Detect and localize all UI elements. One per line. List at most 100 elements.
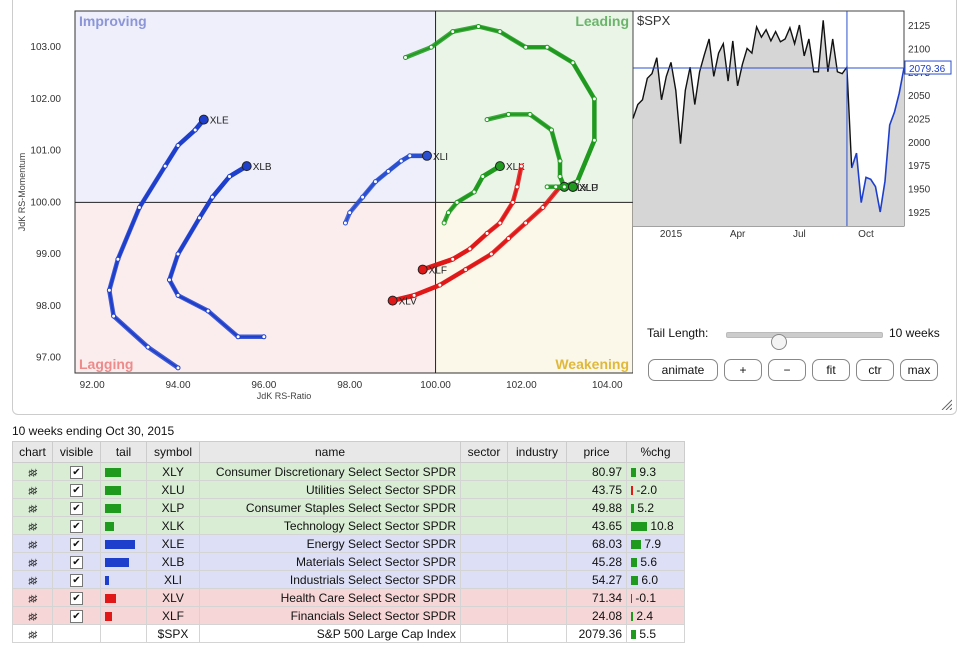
- table-row[interactable]: ♯♯ ✔ XLY Consumer Discretionary Select Sect…: [12, 462, 685, 481]
- fit-button[interactable]: fit: [812, 359, 850, 381]
- chart-settings-icon[interactable]: ♯♯: [12, 552, 53, 571]
- tail-segment-XLE: [116, 205, 141, 261]
- tail-point-XLE: [175, 142, 181, 148]
- center-button[interactable]: ctr: [856, 359, 894, 381]
- name-cell: Utilities Select Sector SPDR: [199, 480, 461, 499]
- col-sector[interactable]: sector: [460, 441, 508, 463]
- visible-checkbox[interactable]: ✔: [52, 606, 101, 625]
- chart-settings-icon[interactable]: ♯♯: [12, 588, 53, 607]
- pctchg-value: -2.0: [633, 482, 658, 497]
- symbol-cell: XLP: [146, 498, 200, 517]
- table-row[interactable]: ♯♯ ✔ XLV Health Care Select Sector SPDR 71.3…: [12, 588, 685, 607]
- tail-segment-XLU: [549, 128, 562, 163]
- table-row[interactable]: ♯♯ ✔ XLE Energy Select Sector SPDR 68.03 7.9: [12, 534, 685, 553]
- tail-segment-XLF: [450, 246, 472, 262]
- tail-point-XLY: [591, 96, 597, 102]
- tail-point-XLK: [471, 189, 477, 195]
- tail-point-XLV: [523, 220, 529, 226]
- chart-settings-icon[interactable]: ♯♯: [12, 462, 53, 481]
- table-row[interactable]: ♯♯ ✔ XLP Consumer Staples Select Sector SPD…: [12, 498, 685, 517]
- chart-settings-icon[interactable]: ♯♯: [12, 606, 53, 625]
- tail-point-XLB: [235, 334, 241, 340]
- tail-point-XLK: [441, 220, 447, 226]
- series-label-XLU: XLU: [579, 183, 598, 194]
- tail-segment-XLB: [207, 309, 240, 338]
- chart-settings-icon[interactable]: ♯♯: [12, 498, 53, 517]
- tail-point-XLI: [407, 153, 413, 159]
- series-label-XLP: XLP: [579, 183, 598, 194]
- rrg-panel: Improving Leading Lagging Weakening 92.00 94.…: [12, 0, 957, 415]
- tail-point-XLY: [523, 44, 529, 50]
- visible-checkbox[interactable]: ✔: [52, 498, 101, 517]
- pctchg-value: 5.6: [637, 554, 658, 569]
- pctchg-bar: [631, 485, 633, 495]
- chart-settings-icon[interactable]: ♯♯: [12, 480, 53, 499]
- visible-checkbox[interactable]: ✔: [52, 516, 101, 535]
- col-name[interactable]: name: [199, 441, 461, 463]
- chart-settings-icon[interactable]: ♯♯: [12, 624, 53, 643]
- table-row[interactable]: ♯♯ $SPX S&P 500 Large Cap Index 2079.36 5.5: [12, 624, 685, 643]
- pctchg-bar: [631, 593, 632, 603]
- tail-segment-XLY: [430, 30, 454, 49]
- chart-settings-icon[interactable]: ♯♯: [12, 516, 53, 535]
- tail-segment-XLV: [507, 221, 527, 240]
- price-cell: 43.75: [566, 480, 627, 499]
- col-industry[interactable]: industry: [507, 441, 567, 463]
- tail-point-XLV: [411, 292, 417, 298]
- visible-checkbox[interactable]: ✔: [52, 552, 101, 571]
- tail-point-XLB: [261, 334, 267, 340]
- tail-point-XLI: [398, 158, 404, 164]
- chart-settings-icon[interactable]: ♯♯: [12, 534, 53, 553]
- table-row[interactable]: ♯♯ ✔ XLI Industrials Select Sector SPDR 54.2…: [12, 570, 685, 589]
- pctchg-value: 10.8: [647, 518, 674, 533]
- resize-grip-icon[interactable]: [940, 398, 952, 410]
- max-button[interactable]: max: [900, 359, 938, 381]
- pctchg-value: 5.2: [634, 500, 655, 515]
- tail-bar: [100, 624, 147, 643]
- sector-cell: [460, 480, 508, 499]
- tail-bar: [100, 588, 147, 607]
- animate-button[interactable]: animate: [648, 359, 718, 381]
- symbol-cell: XLF: [146, 606, 200, 625]
- head-point-XLI: [421, 150, 432, 161]
- table-row[interactable]: ♯♯ ✔ XLU Utilities Select Sector SPDR 43.75 …: [12, 480, 685, 499]
- tail-length-slider[interactable]: [726, 332, 883, 350]
- pctchg-bar: [631, 557, 637, 567]
- tail-point-XLB: [205, 308, 211, 314]
- tail-point-XLV: [540, 205, 546, 211]
- tail-length-value: 10 weeks: [889, 326, 940, 340]
- col-chart[interactable]: chart: [12, 441, 53, 463]
- col-visible[interactable]: visible: [52, 441, 101, 463]
- col-tail[interactable]: tail: [100, 441, 147, 463]
- sector-cell: [460, 588, 508, 607]
- tail-segment-XLV: [463, 252, 494, 272]
- tail-segment-XLF: [485, 221, 502, 235]
- visible-checkbox[interactable]: ✔: [52, 588, 101, 607]
- visible-checkbox[interactable]: ✔: [52, 480, 101, 499]
- tail-length-slider-knob[interactable]: [771, 334, 788, 350]
- spx-y-tick-label: 1925: [908, 208, 931, 219]
- visible-checkbox[interactable]: ✔: [52, 570, 101, 589]
- visible-checkbox[interactable]: [52, 624, 101, 643]
- sector-cell: [460, 624, 508, 643]
- sector-cell: [460, 462, 508, 481]
- zoom-out-button[interactable]: −: [768, 359, 806, 381]
- col-pctchg[interactable]: %chg: [626, 441, 685, 463]
- visible-checkbox[interactable]: ✔: [52, 462, 101, 481]
- spx-frame: [632, 10, 905, 227]
- sector-cell: [460, 606, 508, 625]
- pctchg-cell: 5.5: [626, 624, 685, 643]
- spx-y-tick-label: 2100: [908, 44, 931, 55]
- rrg-chart[interactable]: Improving Leading Lagging Weakening 92.00 94.…: [13, 0, 633, 414]
- tail-segment-XLU: [486, 113, 510, 121]
- col-price[interactable]: price: [566, 441, 627, 463]
- zoom-in-button[interactable]: +: [724, 359, 762, 381]
- tail-point-XLE: [162, 163, 168, 169]
- visible-checkbox[interactable]: ✔: [52, 534, 101, 553]
- table-row[interactable]: ♯♯ ✔ XLF Financials Select Sector SPDR 24.08…: [12, 606, 685, 625]
- table-row[interactable]: ♯♯ ✔ XLB Materials Select Sector SPDR 45.28 …: [12, 552, 685, 571]
- table-row[interactable]: ♯♯ ✔ XLK Technology Select Sector SPDR 43.65…: [12, 516, 685, 535]
- col-symbol[interactable]: symbol: [146, 441, 200, 463]
- chart-settings-icon[interactable]: ♯♯: [12, 570, 53, 589]
- tail-segment-XLK: [455, 190, 476, 204]
